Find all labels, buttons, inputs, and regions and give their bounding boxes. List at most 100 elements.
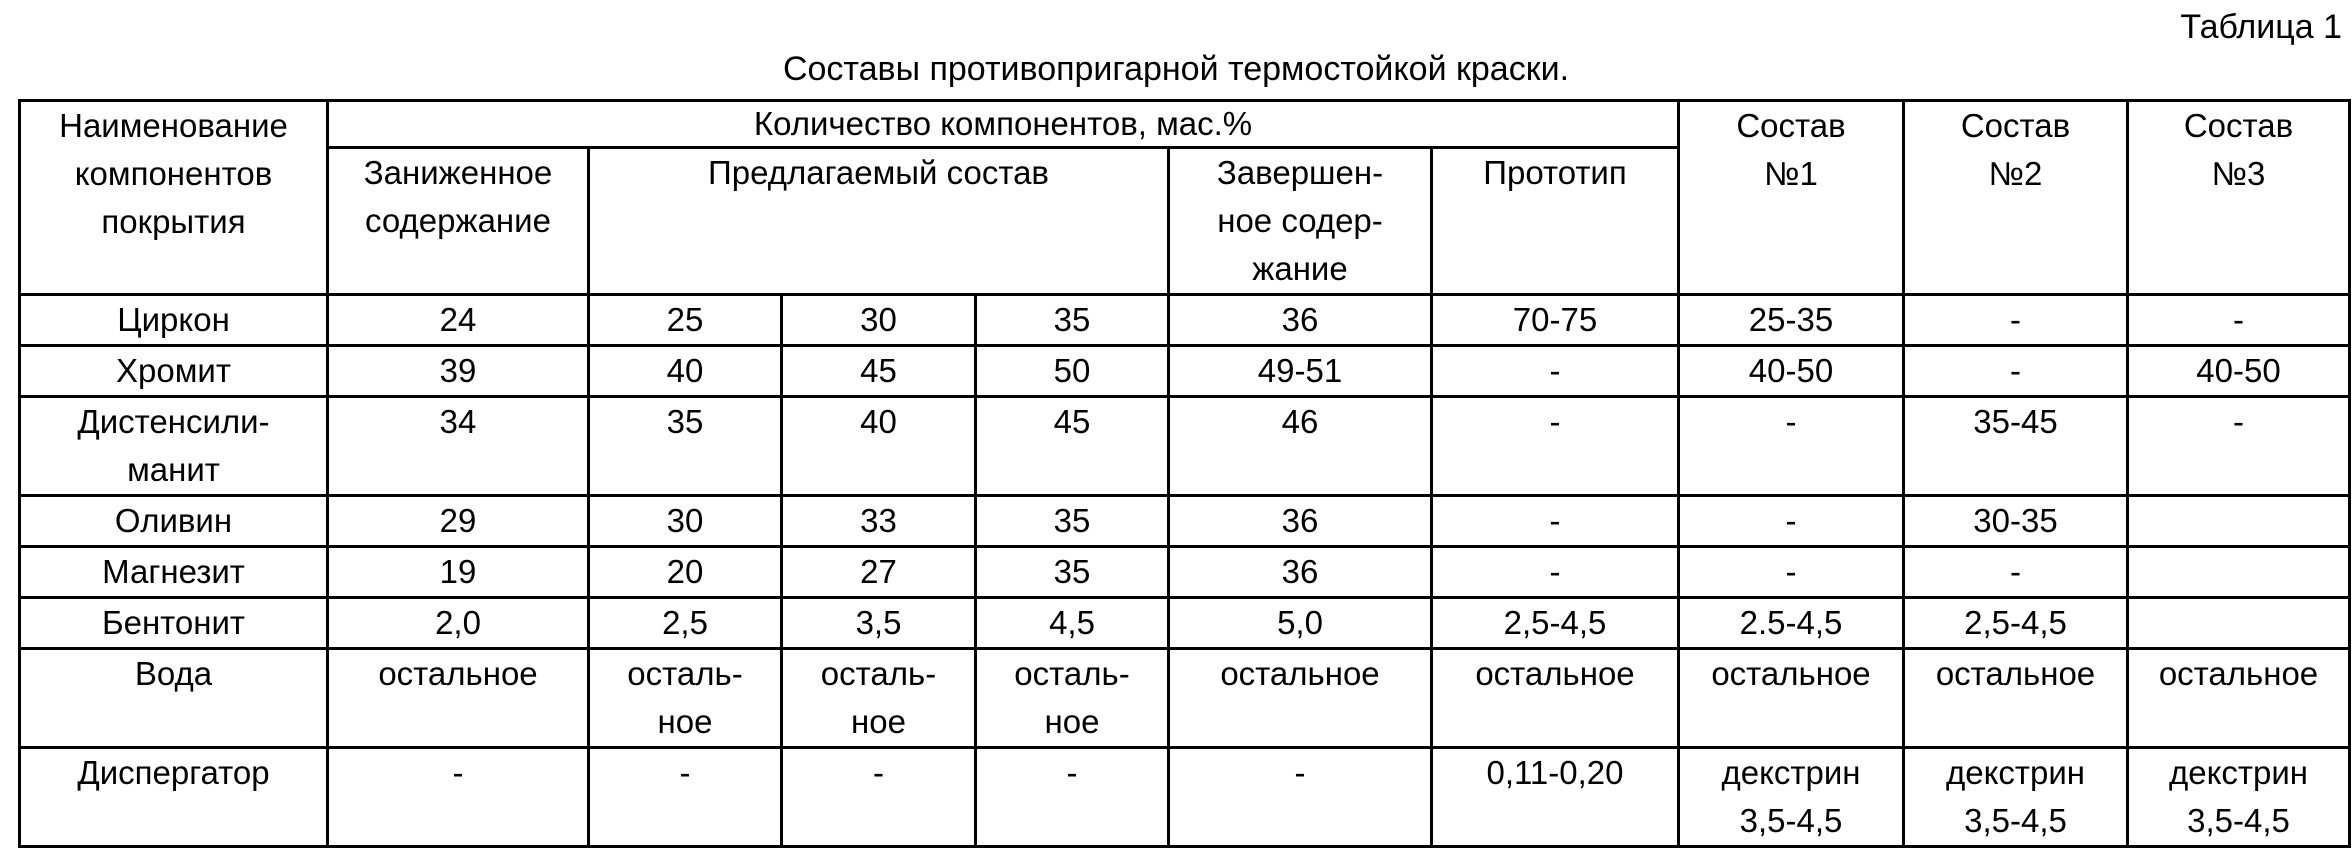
value-cell: 46	[1167, 395, 1433, 497]
value-cell: 36	[1167, 545, 1433, 599]
value-cell: остальное	[1902, 647, 2129, 749]
value-cell: -	[587, 746, 783, 848]
value-cell: декстрин 3,5-4,5	[2126, 746, 2351, 848]
value-cell: 45	[974, 395, 1170, 497]
table-row: Диспергатор - - - - -0,11-0,20 декстрин 3,5-4,…	[18, 746, 2351, 848]
value-cell: -	[1902, 545, 2129, 599]
value-cell: 5,0	[1167, 596, 1433, 650]
component-name-cell: Хромит	[18, 344, 329, 398]
value-cell: 30	[587, 494, 783, 548]
value-cell: 27	[780, 545, 977, 599]
table-number-label: Таблица 1	[2180, 8, 2342, 46]
table-row: Оливин 29 30 33 35 36- -30-35	[18, 494, 2351, 548]
value-cell: остальное	[326, 647, 590, 749]
value-cell: -	[2126, 293, 2351, 347]
value-cell: осталь- ное	[974, 647, 1170, 749]
component-name-cell: Дистенсили- манит	[18, 395, 329, 497]
value-cell: 2,0	[326, 596, 590, 650]
value-cell: 19	[326, 545, 590, 599]
table-row: Вода остальное осталь- ное осталь- ное остал…	[18, 647, 2351, 749]
value-cell: 39	[326, 344, 590, 398]
component-name-cell: Диспергатор	[18, 746, 329, 848]
value-cell: 2,5	[587, 596, 783, 650]
value-cell: 35	[974, 545, 1170, 599]
value-cell: 3,5	[780, 596, 977, 650]
header-quantity: Количество компонентов, мас.%	[326, 99, 1680, 149]
value-cell: 50	[974, 344, 1170, 398]
header-increased: Завершен- ное содер- жание	[1167, 146, 1433, 296]
value-cell: 24	[326, 293, 590, 347]
header-proposed: Предлагаемый состав	[587, 146, 1170, 296]
value-cell: -	[1167, 746, 1433, 848]
value-cell: 35	[974, 293, 1170, 347]
value-cell: 20	[587, 545, 783, 599]
component-name-cell: Бентонит	[18, 596, 329, 650]
value-cell: 2,5-4,5	[1430, 596, 1680, 650]
compositions-table: Наименование компонентов покрытия Количе…	[18, 99, 2351, 848]
value-cell: -	[2126, 395, 2351, 497]
value-cell: -	[1677, 494, 1905, 548]
value-cell: 30-35	[1902, 494, 2129, 548]
value-cell: 0,11-0,20	[1430, 746, 1680, 848]
value-cell: 36	[1167, 494, 1433, 548]
value-cell: -	[1430, 494, 1680, 548]
value-cell: остальное	[1167, 647, 1433, 749]
header-composition-1: Состав №1	[1677, 99, 1905, 296]
value-cell: -	[1902, 344, 2129, 398]
value-cell: 2,5-4,5	[1902, 596, 2129, 650]
value-cell: 35	[974, 494, 1170, 548]
value-cell: остальное	[1430, 647, 1680, 749]
value-cell	[2126, 545, 2351, 599]
value-cell: -	[1430, 395, 1680, 497]
component-name-cell: Магнезит	[18, 545, 329, 599]
header-composition-2: Состав №2	[1902, 99, 2129, 296]
value-cell: декстрин 3,5-4,5	[1902, 746, 2129, 848]
value-cell: 49-51	[1167, 344, 1433, 398]
value-cell: -	[1430, 545, 1680, 599]
value-cell: 40	[780, 395, 977, 497]
value-cell: -	[780, 746, 977, 848]
value-cell: 4,5	[974, 596, 1170, 650]
value-cell: осталь- ное	[587, 647, 783, 749]
value-cell: 35	[587, 395, 783, 497]
value-cell: осталь- ное	[780, 647, 977, 749]
value-cell: остальное	[1677, 647, 1905, 749]
value-cell: -	[1902, 293, 2129, 347]
value-cell: -	[1677, 545, 1905, 599]
header-reduced: Заниженное содержание	[326, 146, 590, 296]
value-cell: 33	[780, 494, 977, 548]
value-cell	[2126, 494, 2351, 548]
value-cell: -	[1677, 395, 1905, 497]
value-cell	[2126, 596, 2351, 650]
value-cell: 25	[587, 293, 783, 347]
value-cell: 70-75	[1430, 293, 1680, 347]
value-cell: 40	[587, 344, 783, 398]
table-title: Составы противопригарной термостойкой кр…	[782, 50, 1570, 88]
value-cell: 2.5-4,5	[1677, 596, 1905, 650]
value-cell: -	[1430, 344, 1680, 398]
value-cell: 30	[780, 293, 977, 347]
value-cell: остальное	[2126, 647, 2351, 749]
table-row: Бентонит 2,0 2,5 3,5 4,5 5,0 2,5-4,5 2.5-4,5 2,5…	[18, 596, 2351, 650]
value-cell: 34	[326, 395, 590, 497]
value-cell: 45	[780, 344, 977, 398]
table-row: Хромит 39 40 45 50 49-51-40-50-40-50	[18, 344, 2351, 398]
table-row: Циркон 24 25 30 35 36 70-75 25-35- -	[18, 293, 2351, 347]
component-name-cell: Вода	[18, 647, 329, 749]
value-cell: 40-50	[2126, 344, 2351, 398]
value-cell: -	[974, 746, 1170, 848]
value-cell: 35-45	[1902, 395, 2129, 497]
component-name-cell: Циркон	[18, 293, 329, 347]
header-component-name: Наименование компонентов покрытия	[18, 99, 329, 296]
header-prototype: Прототип	[1430, 146, 1680, 296]
table-row: Магнезит 19 20 27 35 36- - -	[18, 545, 2351, 599]
value-cell: декстрин 3,5-4,5	[1677, 746, 1905, 848]
value-cell: 40-50	[1677, 344, 1905, 398]
value-cell: -	[326, 746, 590, 848]
value-cell: 25-35	[1677, 293, 1905, 347]
value-cell: 36	[1167, 293, 1433, 347]
component-name-cell: Оливин	[18, 494, 329, 548]
value-cell: 29	[326, 494, 590, 548]
header-composition-3: Состав №3	[2126, 99, 2351, 296]
table-row: Дистенсили- манит 34 35 40 45 46- -35-45-	[18, 395, 2351, 497]
